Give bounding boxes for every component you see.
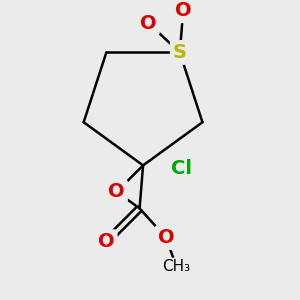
Text: O: O — [175, 1, 191, 20]
Text: Cl: Cl — [171, 159, 192, 178]
Text: O: O — [140, 14, 157, 33]
Text: CH₃: CH₃ — [162, 259, 190, 274]
Text: S: S — [173, 43, 187, 62]
Text: O: O — [108, 182, 125, 201]
Text: O: O — [158, 228, 174, 247]
Text: O: O — [98, 232, 115, 251]
